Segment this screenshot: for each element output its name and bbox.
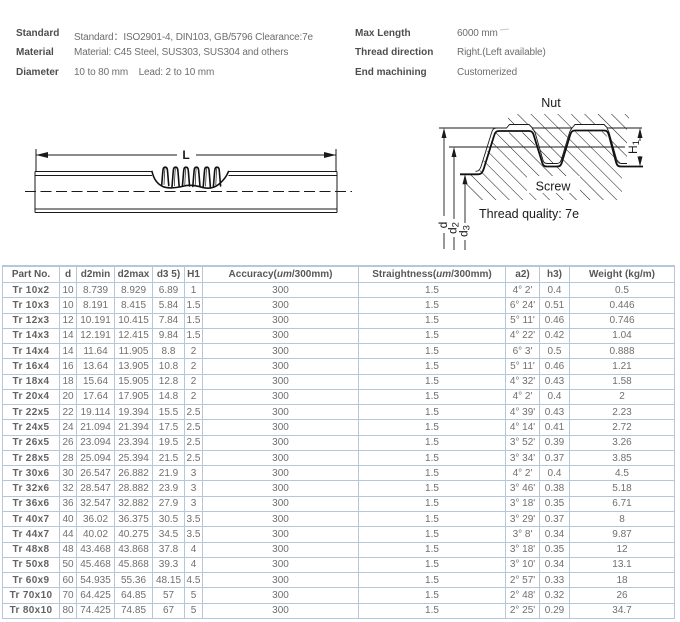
- svg-text:d3: d3: [457, 225, 473, 237]
- svg-text:L: L: [182, 148, 189, 162]
- svg-text:H1: H1: [626, 140, 642, 154]
- svg-text:Nut: Nut: [541, 96, 561, 110]
- svg-text:d2: d2: [446, 222, 462, 234]
- svg-text:Thread quality: 7e: Thread quality: 7e: [479, 207, 579, 221]
- svg-text:Screw: Screw: [536, 180, 572, 194]
- svg-text:d: d: [436, 222, 450, 229]
